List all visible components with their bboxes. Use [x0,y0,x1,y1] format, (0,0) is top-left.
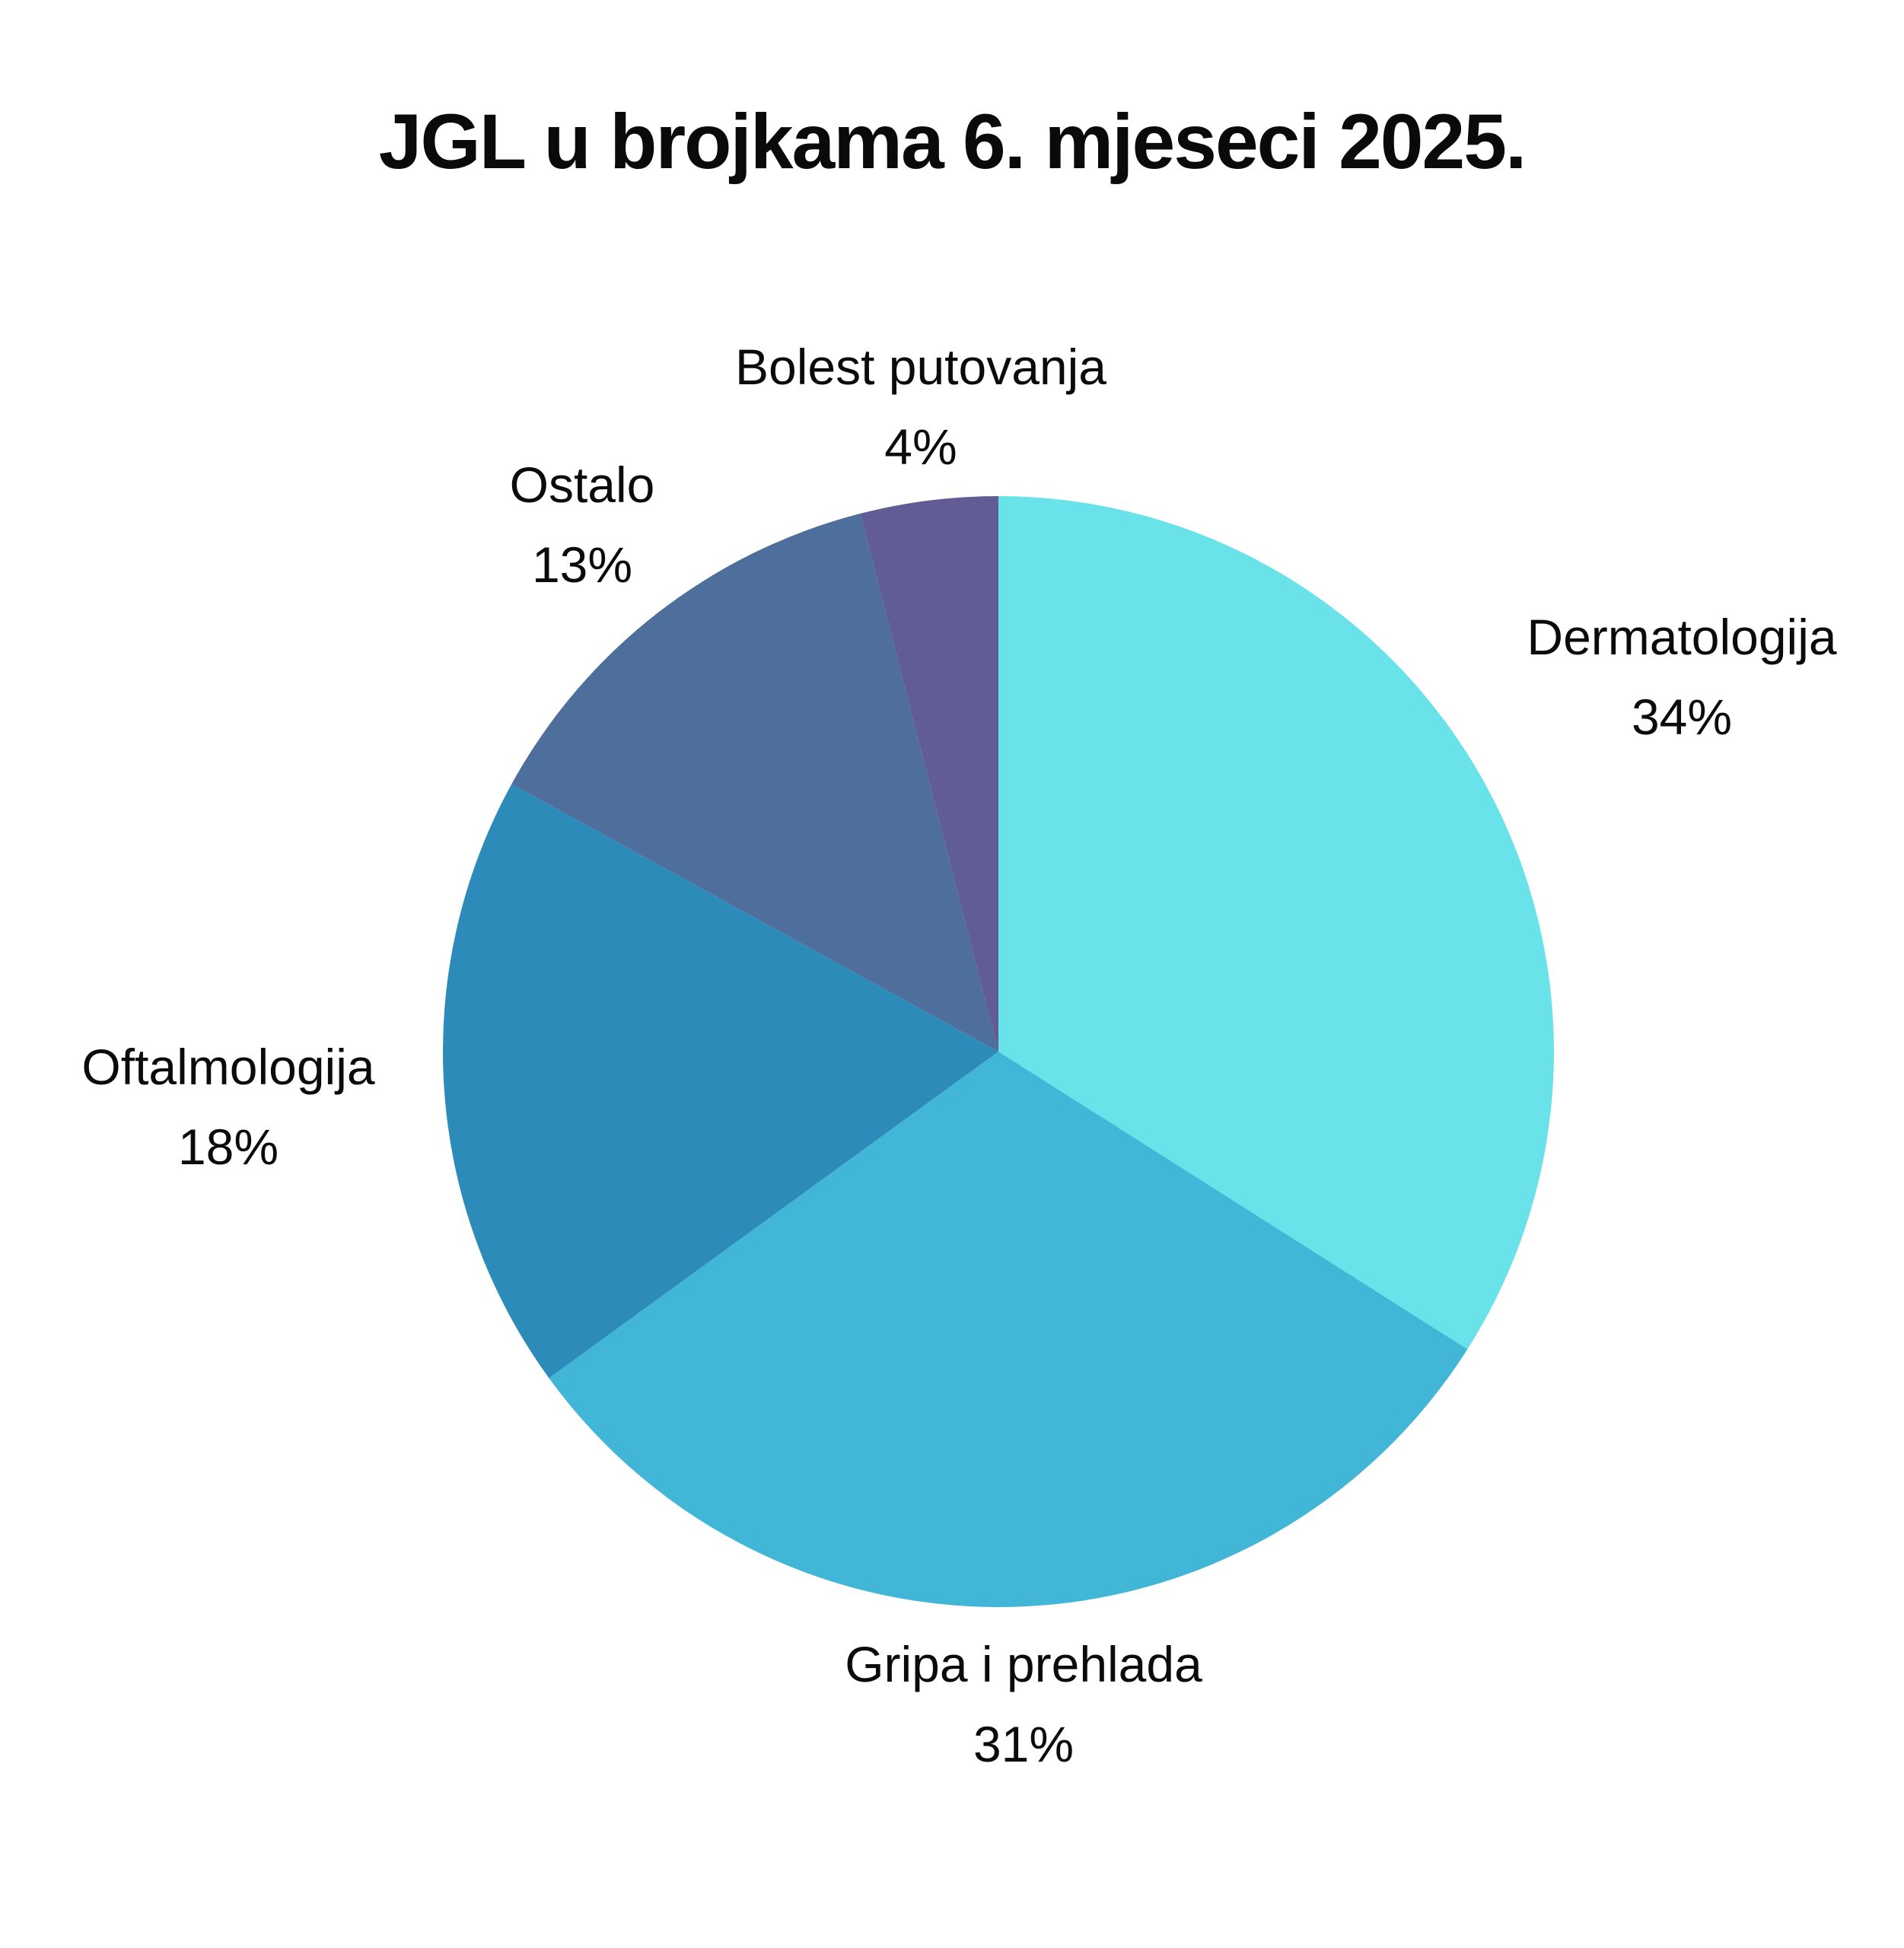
slice-label-pct: 18% [177,1119,279,1175]
slice-label-pct: 34% [1631,689,1733,745]
pie-slice-oftalmologija [443,784,998,1379]
slice-label-name: Dermatologija [1527,609,1837,665]
slice-label-name: Gripa i prehlada [845,1636,1202,1692]
pie-slice-gripa-i-prehlada [549,1052,1468,1607]
slice-label-name: Oftalmologija [81,1039,375,1095]
slice-label-pct: 4% [884,419,957,475]
pie-slice-ostalo [511,513,998,1052]
slice-label-name: Bolest putovanja [734,339,1107,395]
slice-label-oftalmologija: Oftalmologija 18% [81,1027,374,1187]
slice-label-dermatologija: Dermatologija 34% [1527,597,1836,757]
slice-label-pct: 13% [531,536,633,593]
slice-label-ostalo: Ostalo 13% [510,445,655,605]
pie-slice-dermatologija [998,496,1554,1350]
slice-label-gripa-i-prehlada: Gripa i prehlada 31% [845,1625,1202,1784]
slice-label-pct: 31% [973,1716,1075,1772]
chart-title: JGL u brojkama 6. mjeseci 2025. [378,98,1527,185]
slice-label-bolest-putovanja: Bolest putovanja 4% [735,327,1106,487]
slice-label-name: Ostalo [509,457,655,513]
pie-slice-bolest-putovanja [860,496,998,1052]
